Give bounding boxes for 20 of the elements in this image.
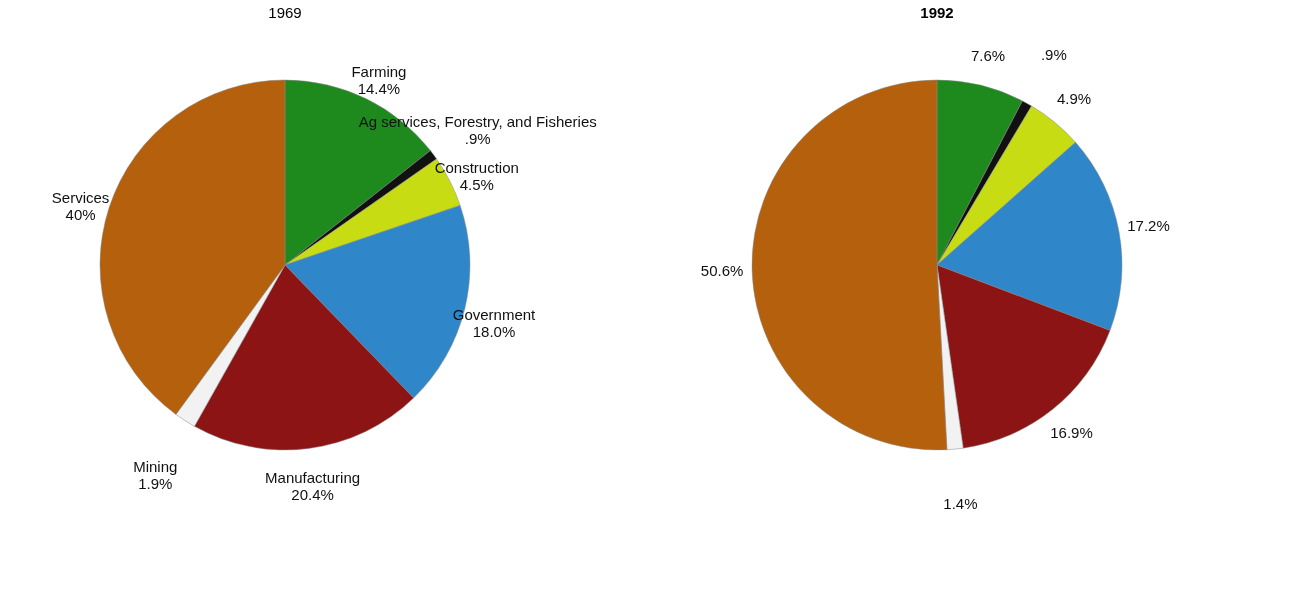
data-label: 18.0% [472,323,516,341]
data-label: 17.2% [1127,217,1170,235]
slice-label: Manufacturing [265,469,361,487]
data-label: 4.9% [1057,90,1092,108]
data-label: 4.5% [459,175,494,193]
data-label: 40% [65,206,96,224]
slice-label: Services [51,189,110,207]
data-label: 50.6% [700,261,744,279]
data-label: 16.9% [1050,423,1093,441]
chart-title: 1992 [920,3,954,21]
data-label: .9% [1040,46,1067,64]
data-label: 1.4% [943,494,978,512]
data-label: 20.4% [291,486,334,504]
data-label: 1.9% [138,474,173,492]
slice-label: Farming [351,62,407,80]
chart-title: 1969 [268,4,302,21]
data-label: 14.4% [357,79,401,97]
data-label: 7.6% [971,47,1006,65]
data-label: .9% [464,129,491,147]
slice-label: Mining [133,457,178,475]
